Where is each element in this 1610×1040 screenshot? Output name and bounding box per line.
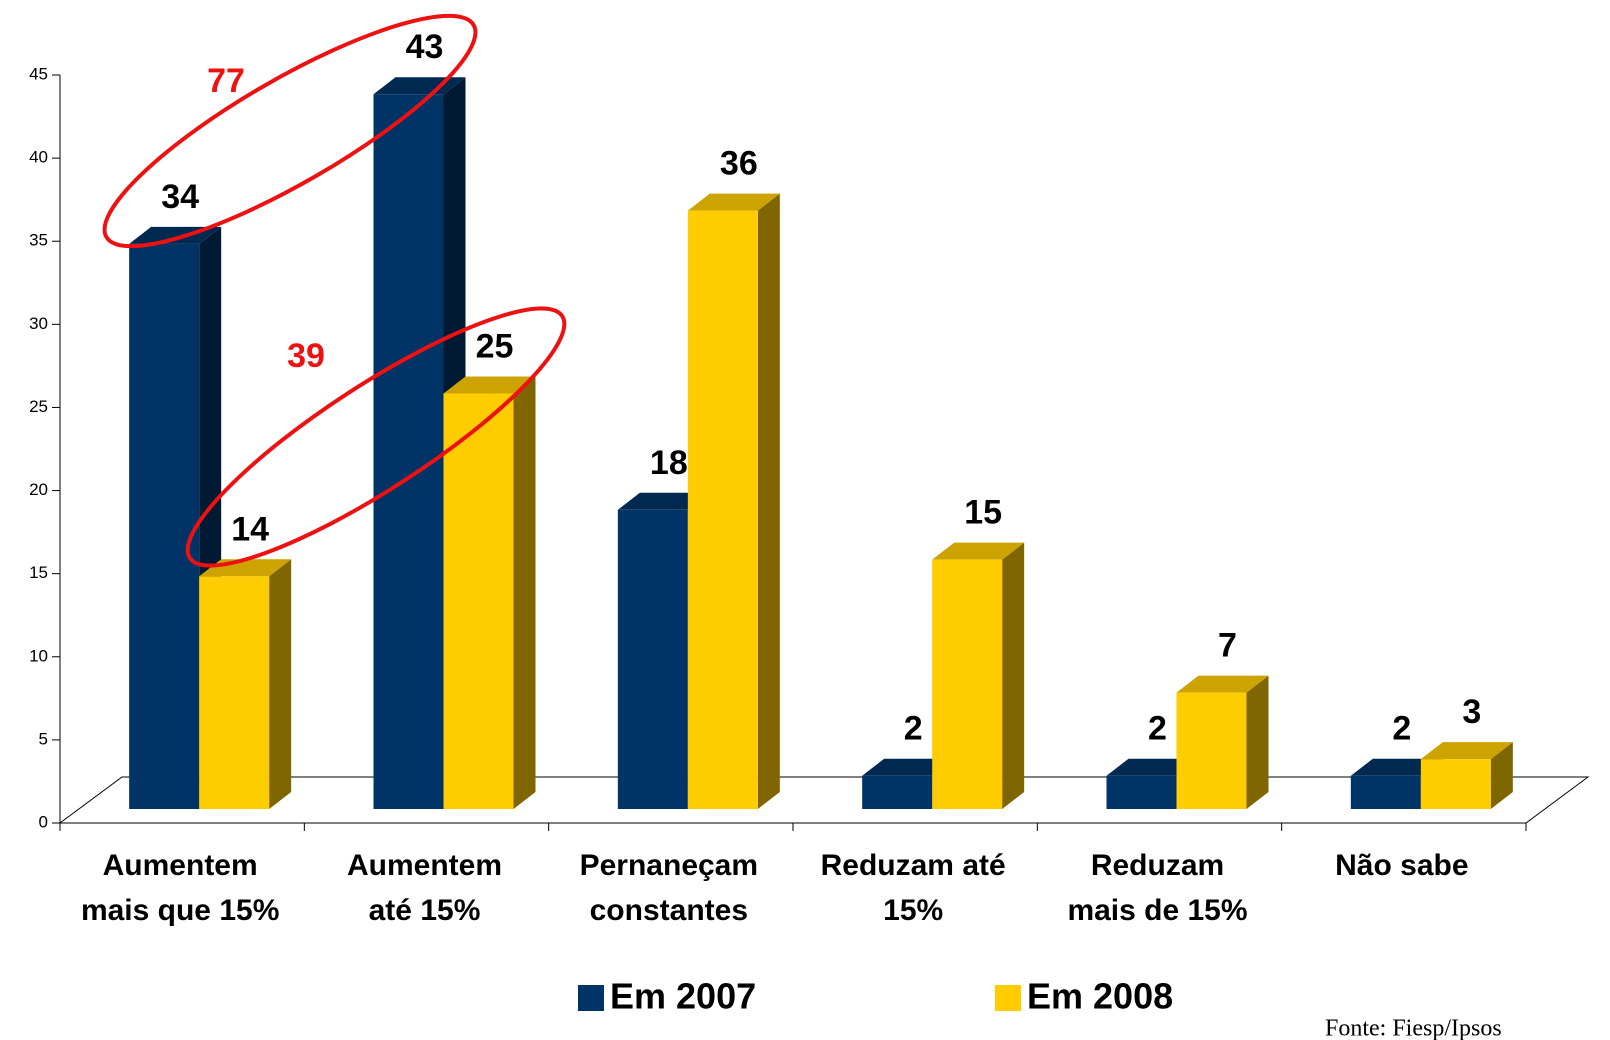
value-label: 3 bbox=[1462, 693, 1481, 731]
bar-front bbox=[444, 393, 514, 809]
value-label: 25 bbox=[476, 327, 514, 365]
y-tick-label: 30 bbox=[29, 314, 48, 333]
value-label: 43 bbox=[406, 28, 444, 66]
bar-front bbox=[1421, 759, 1491, 809]
y-tick-label: 25 bbox=[29, 397, 48, 416]
legend-swatch bbox=[578, 985, 604, 1011]
bar bbox=[1177, 676, 1269, 809]
bar bbox=[688, 194, 780, 809]
bar-front bbox=[1177, 693, 1247, 809]
value-label: 36 bbox=[720, 145, 758, 183]
legend-swatch bbox=[995, 985, 1021, 1011]
chart: Fonte: Fiesp/Ipsos 0 5 10 15 20 25 30 35 40 45 34 4… bbox=[0, 0, 1610, 1040]
y-tick-label: 5 bbox=[39, 729, 48, 748]
y-tick-label: 40 bbox=[29, 148, 48, 167]
bar-front bbox=[129, 244, 199, 809]
bar-front bbox=[862, 776, 932, 809]
source: Fonte: Fiesp/Ipsos bbox=[1325, 1016, 1502, 1040]
value-label: 2 bbox=[904, 710, 923, 748]
bar-side bbox=[758, 194, 780, 809]
x-tick-label: Não sabe bbox=[1335, 849, 1468, 882]
bar-front bbox=[1107, 776, 1177, 809]
value-label: 2 bbox=[1148, 710, 1167, 748]
annotation: 77 bbox=[207, 62, 245, 100]
bar bbox=[932, 543, 1024, 809]
y-tick-label: 35 bbox=[29, 231, 48, 250]
value-label: 15 bbox=[964, 494, 1002, 532]
y-tick-label: 0 bbox=[39, 812, 48, 831]
y-tick-label: 10 bbox=[29, 646, 48, 665]
value-label: 2 bbox=[1392, 710, 1411, 748]
bar-front bbox=[374, 94, 444, 809]
value-label: 7 bbox=[1218, 627, 1237, 665]
bar-side bbox=[1002, 543, 1024, 809]
bar-side bbox=[1247, 676, 1269, 809]
value-label: 14 bbox=[231, 510, 269, 548]
value-label: 34 bbox=[161, 178, 199, 216]
bar-side bbox=[269, 559, 291, 809]
y-tick-label: 20 bbox=[29, 480, 48, 499]
bar bbox=[1421, 742, 1513, 809]
bar-front bbox=[688, 211, 758, 809]
bar-side bbox=[514, 376, 536, 809]
y-tick-label: 15 bbox=[29, 563, 48, 582]
bar bbox=[199, 559, 291, 809]
legend-label: Em 2007 bbox=[610, 976, 756, 1017]
y-tick-label: 45 bbox=[29, 64, 48, 83]
value-label: 18 bbox=[650, 444, 688, 482]
bar-front bbox=[932, 560, 1002, 809]
bar-front bbox=[618, 510, 688, 809]
legend-label: Em 2008 bbox=[1027, 976, 1173, 1017]
bar-front bbox=[199, 576, 269, 809]
annotation: 39 bbox=[287, 337, 325, 375]
bar-front bbox=[1351, 776, 1421, 809]
